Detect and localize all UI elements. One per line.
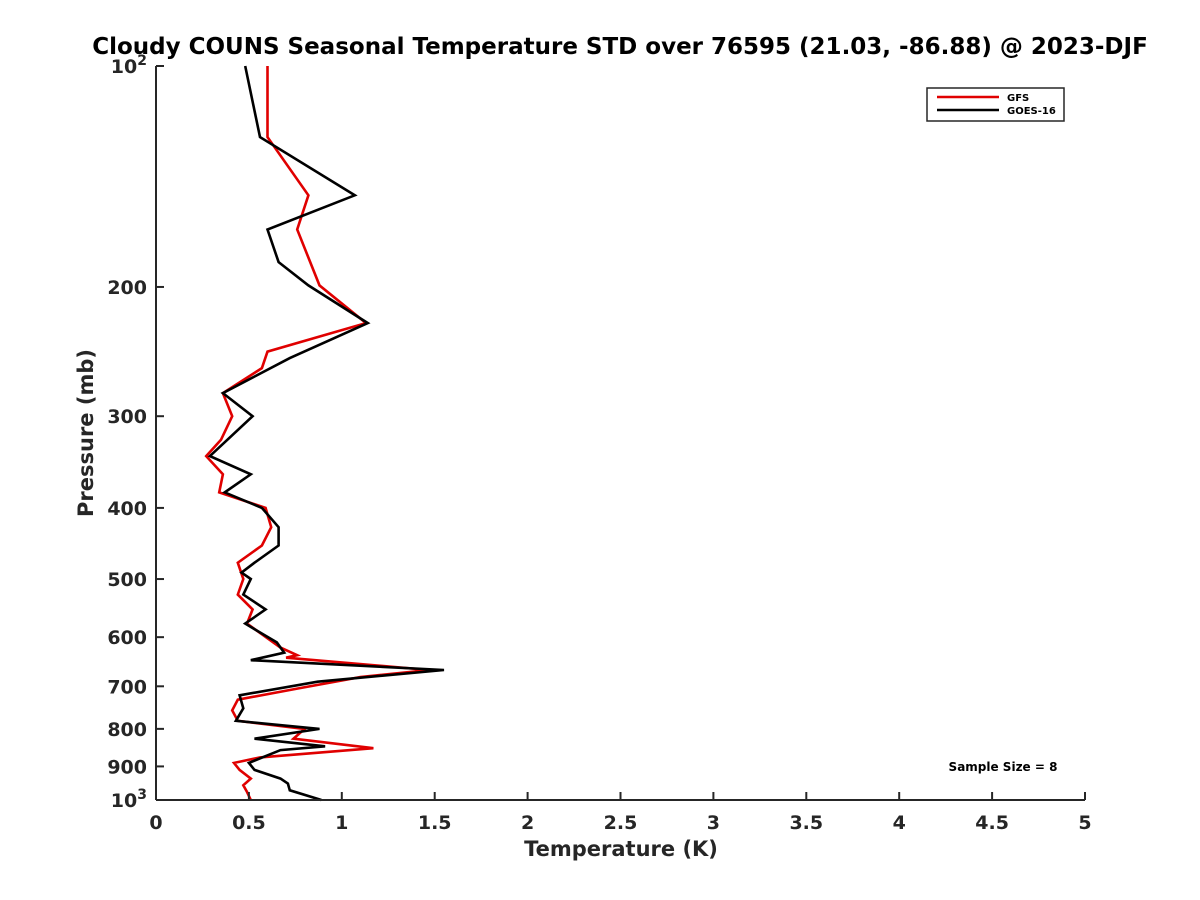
- x-tick-label: 1.5: [418, 812, 452, 834]
- x-tick-label: 2: [521, 812, 534, 834]
- y-tick-label: 500: [107, 569, 147, 591]
- x-tick-label: 5: [1078, 812, 1091, 834]
- x-tick-label: 3: [707, 812, 720, 834]
- x-tick-label: 4: [893, 812, 906, 834]
- y-tick-label: 400: [107, 498, 147, 520]
- x-tick-label: 4.5: [975, 812, 1009, 834]
- legend: GFS GOES-16: [926, 87, 1065, 122]
- x-tick-label: 2.5: [604, 812, 638, 834]
- x-tick-label: 0: [149, 812, 162, 834]
- y-tick-label: 900: [107, 756, 147, 778]
- sample-size-annotation: Sample Size = 8: [949, 760, 1058, 774]
- y-tick-label: 103: [111, 787, 147, 812]
- y-tick-label: 200: [107, 277, 147, 299]
- x-tick-label: 1: [335, 812, 348, 834]
- legend-label: GFS: [1007, 93, 1029, 104]
- plot-area: 0 0.5 1 1.5 2 2.5 3 3.5 4 4.5 5 102 200 300 400 500 600 7…: [107, 53, 1091, 834]
- legend-label: GOES-16: [1007, 106, 1056, 117]
- y-tick-label: 700: [107, 676, 147, 698]
- x-tick-label: 0.5: [232, 812, 266, 834]
- chart-title: Cloudy COUNS Seasonal Temperature STD ov…: [92, 34, 1148, 60]
- y-tick-label: 600: [107, 627, 147, 649]
- series-line-gfs: [204, 66, 430, 801]
- x-tick-label: 3.5: [789, 812, 823, 834]
- series-line-goes-16: [207, 65, 445, 802]
- y-tick-label: 102: [111, 53, 147, 78]
- legend-box: [926, 87, 1065, 122]
- y-tick-label: 300: [107, 406, 147, 428]
- x-axis-label: Temperature (K): [524, 837, 718, 861]
- y-tick-label: 800: [107, 719, 147, 741]
- y-axis-label: Pressure (mb): [74, 349, 98, 517]
